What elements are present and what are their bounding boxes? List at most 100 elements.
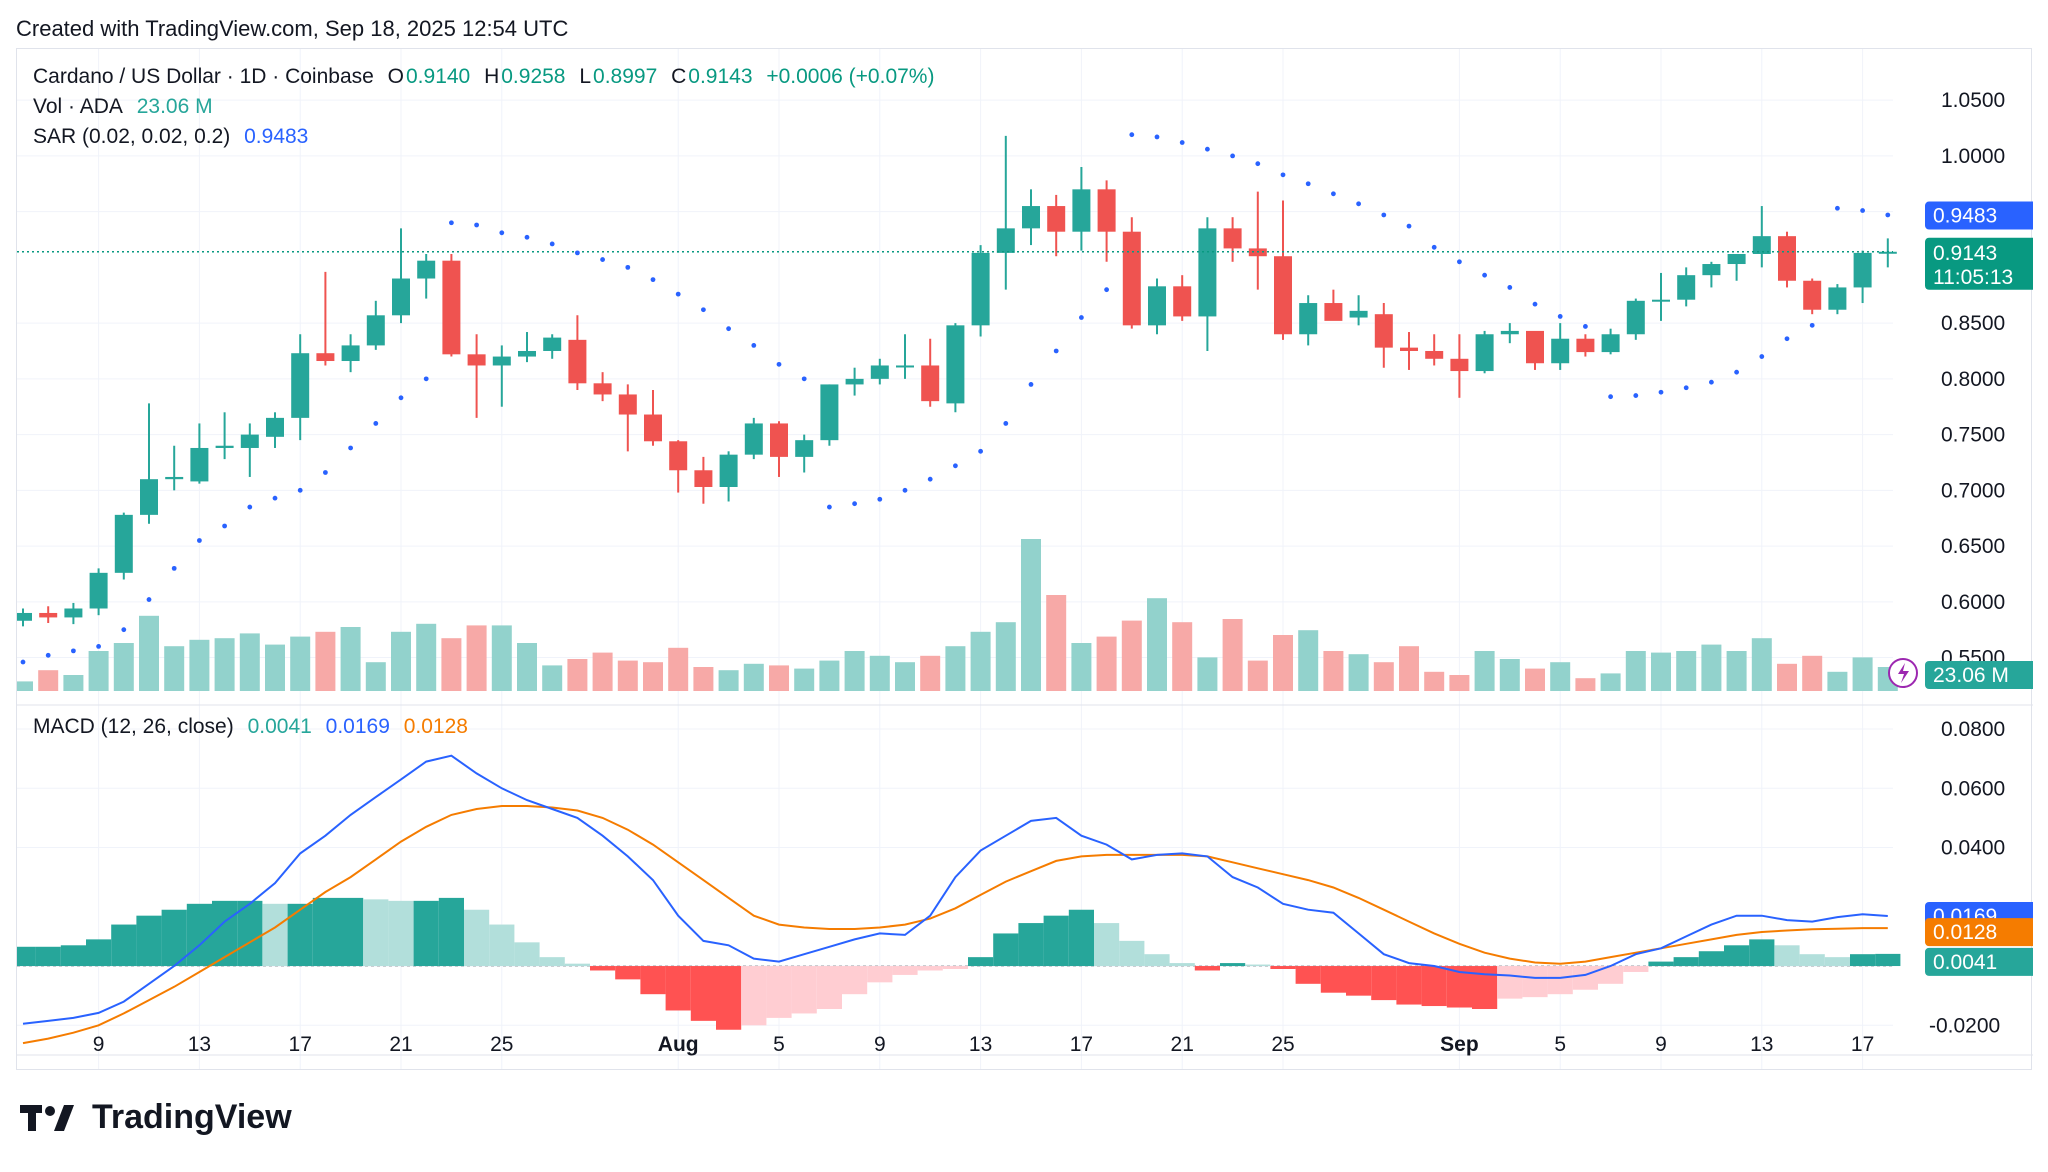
high-label: H (484, 65, 500, 88)
macd-histogram-bar (338, 897, 364, 967)
volume-bar (1449, 675, 1470, 691)
chart-canvas[interactable]: 1.05001.00000.95000.85000.80000.75000.70… (17, 49, 2033, 1071)
candle-body (996, 228, 1015, 253)
candle-body (971, 252, 990, 326)
candle-body (1324, 303, 1343, 321)
candle-body (1828, 287, 1847, 310)
macd-histogram-bar (1850, 954, 1876, 967)
candle-body (165, 476, 184, 480)
candle-body (896, 365, 914, 368)
volume-bar (1071, 643, 1092, 691)
sar-dot (20, 659, 26, 665)
created-with-header: Created with TradingView.com, Sep 18, 20… (16, 16, 569, 41)
chart-frame[interactable]: 1.05001.00000.95000.85000.80000.75000.70… (16, 48, 2033, 1071)
price-tick-label: 1.0500 (1941, 89, 2005, 112)
macd-histogram-bar (690, 966, 716, 1021)
sar-dot (449, 220, 454, 226)
macd-histogram-bar (413, 900, 439, 967)
macd-histogram-bar (287, 903, 313, 967)
candle-body (1702, 264, 1721, 276)
candle-body (870, 365, 889, 379)
macd-hist-value: 0.0041 (247, 715, 312, 738)
time-tick-label: 9 (874, 1033, 886, 1056)
price-tick-label: 0.6500 (1941, 535, 2005, 558)
time-tick-label: 17 (289, 1033, 312, 1056)
brand-name: TradingView (92, 1098, 292, 1136)
candle-body (1299, 303, 1318, 335)
candle-body (618, 394, 637, 415)
candle-body (1500, 330, 1519, 335)
volume-bar (718, 670, 739, 691)
sar-dot (1381, 212, 1387, 218)
sar-badge: 0.9483 (1933, 205, 1997, 228)
time-tick-label: 17 (1851, 1033, 1874, 1056)
macd-histogram-bar (564, 963, 590, 967)
sar-dot (121, 627, 127, 633)
sar-dot (45, 652, 51, 658)
time-tick-label: 25 (490, 1033, 513, 1056)
volume-bar (542, 665, 563, 691)
sar-dot (1205, 146, 1210, 152)
macd-tick-label: 0.0600 (1941, 777, 2005, 800)
lightning-bolt-icon (1898, 663, 1909, 683)
macd-tick-label: 0.0400 (1941, 837, 2005, 860)
candle-body (1072, 189, 1091, 232)
macd-histogram-bar (1194, 966, 1220, 971)
candle-body (341, 345, 360, 362)
volume-bar (441, 638, 462, 691)
candle-body (1652, 299, 1670, 302)
candle-body (744, 423, 763, 455)
sar-dot (96, 644, 101, 649)
signal-badge-background (1925, 918, 2033, 947)
sar-dot (1053, 348, 1059, 354)
candle-body (1601, 334, 1620, 353)
sar-dot (675, 291, 681, 297)
symbol-label: Cardano / US Dollar · 1D · Coinbase (33, 65, 374, 88)
candle-body (1097, 189, 1116, 232)
sar-dot (247, 504, 253, 510)
low-value: 0.8997 (593, 65, 658, 88)
volume-bar (1147, 598, 1167, 691)
volume-bar (1827, 671, 1848, 691)
candle-body (417, 260, 436, 279)
close-badge: 0.9143 (1933, 242, 1997, 265)
macd-histogram-bar (1698, 951, 1724, 967)
volume-bar (1373, 662, 1394, 691)
volume-bar (1751, 638, 1772, 691)
macd-histogram-bar (766, 966, 792, 1018)
candle-body (1022, 206, 1040, 229)
sar-dot (726, 326, 731, 332)
volume-bar (315, 631, 336, 691)
candle-body (1778, 236, 1796, 281)
sar-dot (1028, 382, 1034, 387)
macd-line-value: 0.0169 (325, 715, 390, 738)
volume-bar (214, 638, 235, 691)
candle-body (770, 423, 788, 457)
volume-bar (668, 647, 689, 691)
volume-bar (1726, 651, 1747, 691)
volume-bar (1625, 651, 1646, 691)
sar-dot (297, 487, 303, 493)
sar-dot (1457, 259, 1462, 265)
sar-dot (1532, 301, 1538, 307)
volume-badge: 23.06 M (1933, 664, 2009, 687)
volume-bar (391, 631, 411, 691)
macd-histogram-bar (867, 966, 893, 983)
candle-body (820, 384, 839, 441)
macd-histogram-bar (892, 966, 918, 975)
macd-histogram-bar (1068, 909, 1094, 967)
close-label: C (671, 65, 687, 88)
volume-bar (819, 660, 840, 691)
macd-histogram-bar (615, 966, 641, 980)
sar-dot (1557, 314, 1563, 319)
candle-body (543, 337, 562, 351)
sar-dot (398, 395, 404, 401)
sar-dot (902, 487, 908, 493)
sar-dot (877, 496, 883, 502)
volume-bar (1298, 630, 1319, 691)
volume-bar (1096, 636, 1117, 691)
price-tick-label: 0.8000 (1941, 368, 2005, 391)
sar-dot (751, 343, 757, 348)
macd-histogram-bar (590, 966, 616, 971)
sar-dot (1835, 205, 1840, 211)
